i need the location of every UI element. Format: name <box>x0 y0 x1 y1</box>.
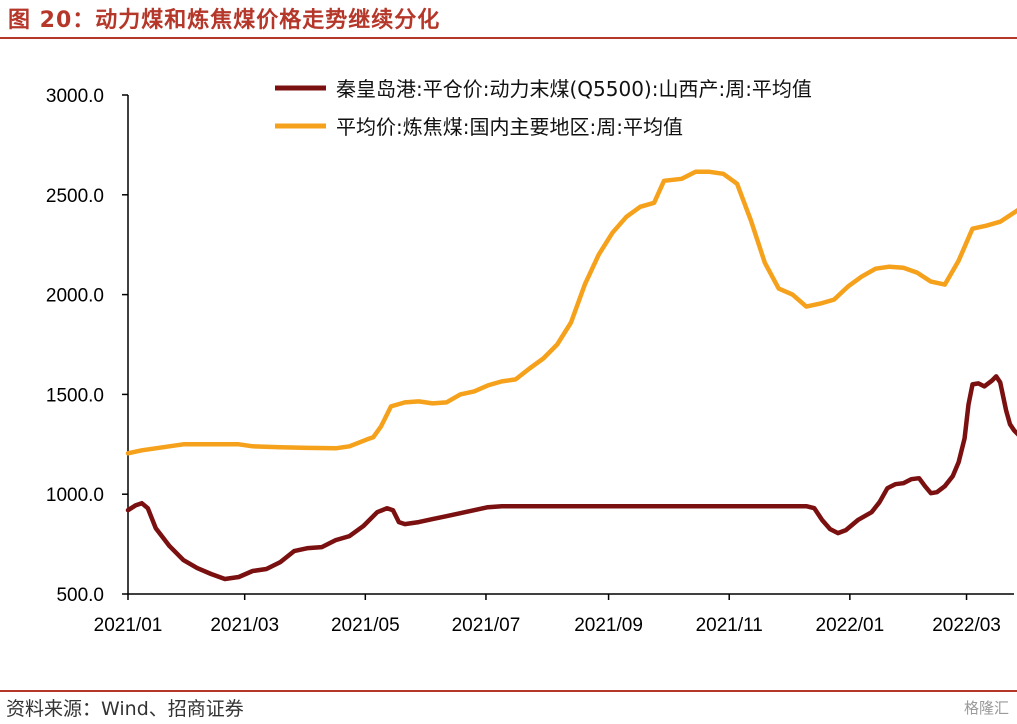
legend: 秦皇岛港:平仓价:动力末煤(Q5500):山西产:周:平均值平均价:炼焦煤:国内… <box>275 77 812 139</box>
watermark-logo: 格隆汇 <box>963 699 1009 717</box>
title-divider <box>0 37 1017 39</box>
y-tick-label: 2500.0 <box>46 186 104 207</box>
x-tick-label: 2021/05 <box>331 615 400 636</box>
series-line-0 <box>125 374 1017 582</box>
line-chart: 500.0 1000.0 1500.0 2000.0 2500.0 3000.0 2021/… <box>46 77 1017 636</box>
series-layer <box>125 169 1017 582</box>
legend-label-0: 秦皇岛港:平仓价:动力末煤(Q5500):山西产:周:平均值 <box>336 77 812 101</box>
y-tick-label: 3000.0 <box>46 86 104 107</box>
x-tick-label: 2021/03 <box>210 615 279 636</box>
footer-divider <box>0 690 1017 692</box>
legend-label-1: 平均价:炼焦煤:国内主要地区:周:平均值 <box>336 115 683 139</box>
x-tick-label: 2022/01 <box>816 615 885 636</box>
series-line-1 <box>125 169 1017 456</box>
y-tick-label: 1000.0 <box>46 485 104 506</box>
chart-title: 图 20：动力煤和炼焦煤价格走势继续分化 <box>8 8 441 33</box>
x-tick-label: 2021/11 <box>696 615 763 636</box>
x-tick-label: 2021/09 <box>574 615 643 636</box>
x-tick-label: 2021/01 <box>94 615 163 636</box>
x-tick-label: 2021/07 <box>452 615 521 636</box>
y-tick-label: 500.0 <box>56 585 104 606</box>
x-tick-label: 2022/03 <box>932 615 1001 636</box>
y-tick-label: 2000.0 <box>46 286 104 307</box>
source-note: 资料来源：Wind、招商证券 <box>6 698 244 720</box>
y-tick-label: 1500.0 <box>46 385 104 406</box>
chart-axes: 500.0 1000.0 1500.0 2000.0 2500.0 3000.0 2021/… <box>46 86 1014 636</box>
